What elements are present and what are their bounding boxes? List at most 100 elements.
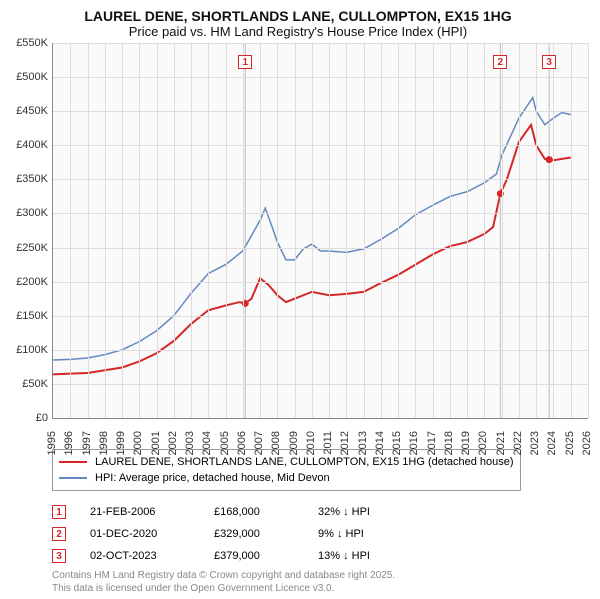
gridline-v — [191, 43, 192, 418]
transactions-table: 121-FEB-2006£168,00032% ↓ HPI201-DEC-202… — [52, 501, 588, 567]
legend-row-price-paid: LAUREL DENE, SHORTLANDS LANE, CULLOMPTON… — [59, 454, 514, 470]
gridline-v — [588, 43, 589, 418]
gridline-v — [571, 43, 572, 418]
gridline-v — [346, 43, 347, 418]
transaction-date: 02-OCT-2023 — [90, 545, 190, 567]
gridline-h — [53, 77, 588, 78]
gridline-v — [226, 43, 227, 418]
x-tick-label: 2013 — [357, 431, 369, 455]
x-tick-label: 2004 — [201, 431, 213, 455]
footnote-line-2: This data is licensed under the Open Gov… — [52, 582, 588, 595]
x-tick-label: 2008 — [270, 431, 282, 455]
gridline-v — [381, 43, 382, 418]
gridline-v — [139, 43, 140, 418]
gridline-h — [53, 213, 588, 214]
y-tick-label: £50K — [22, 378, 48, 390]
title-line-1: LAUREL DENE, SHORTLANDS LANE, CULLOMPTON… — [8, 8, 588, 24]
gridline-v — [329, 43, 330, 418]
x-tick-label: 2006 — [236, 431, 248, 455]
gridline-v — [88, 43, 89, 418]
transaction-dot — [546, 156, 553, 163]
footnote-line-1: Contains HM Land Registry data © Crown c… — [52, 569, 588, 582]
gridline-v — [70, 43, 71, 418]
x-tick-label: 2011 — [322, 431, 334, 455]
y-tick-label: £0 — [36, 412, 48, 424]
line-canvas — [53, 43, 588, 418]
plot-inner: 1 2 3 — [52, 43, 588, 419]
x-tick-label: 2000 — [132, 431, 144, 455]
legend-swatch-price-paid — [59, 461, 87, 463]
transaction-price: £168,000 — [214, 501, 294, 523]
x-tick-label: 2024 — [546, 431, 558, 455]
transaction-marker-box: 3 — [542, 55, 556, 69]
x-tick-label: 1996 — [63, 431, 75, 455]
gridline-v — [450, 43, 451, 418]
x-tick-label: 2015 — [391, 431, 403, 455]
y-tick-label: £150K — [16, 310, 48, 322]
x-tick-label: 2012 — [339, 431, 351, 455]
legend-label-price-paid: LAUREL DENE, SHORTLANDS LANE, CULLOMPTON… — [95, 454, 514, 470]
gridline-v — [277, 43, 278, 418]
transaction-price: £379,000 — [214, 545, 294, 567]
x-tick-label: 2010 — [305, 431, 317, 455]
gridline-v — [415, 43, 416, 418]
transaction-marker-box: 1 — [238, 55, 252, 69]
x-tick-label: 2014 — [374, 431, 386, 455]
x-tick-label: 2026 — [581, 431, 593, 455]
transaction-price: £329,000 — [214, 523, 294, 545]
gridline-h — [53, 111, 588, 112]
y-axis: £0£50K£100K£150K£200K£250K£300K£350K£400… — [8, 43, 52, 419]
y-tick-label: £450K — [16, 105, 48, 117]
legend-swatch-hpi — [59, 477, 87, 479]
transaction-marker-box: 2 — [493, 55, 507, 69]
x-tick-label: 2022 — [512, 431, 524, 455]
transaction-date: 21-FEB-2006 — [90, 501, 190, 523]
y-tick-label: £400K — [16, 139, 48, 151]
gridline-h — [53, 350, 588, 351]
transaction-dot — [497, 190, 504, 197]
gridline-v — [519, 43, 520, 418]
transaction-row-marker: 3 — [52, 549, 66, 563]
transaction-diff: 13% ↓ HPI — [318, 545, 408, 567]
transaction-diff: 9% ↓ HPI — [318, 523, 408, 545]
transaction-row: 201-DEC-2020£329,0009% ↓ HPI — [52, 523, 588, 545]
x-axis: 1995199619971998199920002001200220032004… — [52, 419, 588, 443]
gridline-h — [53, 43, 588, 44]
transaction-diff: 32% ↓ HPI — [318, 501, 408, 523]
x-tick-label: 2001 — [150, 431, 162, 455]
x-tick-label: 2018 — [443, 431, 455, 455]
gridline-v — [433, 43, 434, 418]
y-tick-label: £550K — [16, 37, 48, 49]
gridline-v — [174, 43, 175, 418]
x-tick-label: 2002 — [167, 431, 179, 455]
gridline-v — [157, 43, 158, 418]
gridline-h — [53, 282, 588, 283]
gridline-v — [502, 43, 503, 418]
gridline-v — [122, 43, 123, 418]
gridline-v — [208, 43, 209, 418]
transaction-row: 1 21-FEB-2006 £168,000 32% ↓ HPI — [52, 501, 588, 523]
y-tick-label: £300K — [16, 207, 48, 219]
gridline-h — [53, 179, 588, 180]
x-tick-label: 2019 — [460, 431, 472, 455]
y-tick-label: £100K — [16, 344, 48, 356]
gridline-v — [243, 43, 244, 418]
gridline-v — [105, 43, 106, 418]
gridline-v — [398, 43, 399, 418]
plot-area: £0£50K£100K£150K£200K£250K£300K£350K£400… — [8, 43, 588, 443]
transaction-row-marker: 2 — [52, 527, 66, 541]
x-tick-label: 2025 — [564, 431, 576, 455]
x-tick-label: 2021 — [495, 431, 507, 455]
title-block: LAUREL DENE, SHORTLANDS LANE, CULLOMPTON… — [8, 8, 588, 39]
gridline-h — [53, 145, 588, 146]
gridline-v — [295, 43, 296, 418]
x-tick-label: 2023 — [529, 431, 541, 455]
transaction-row: 3 02-OCT-2023 £379,000 13% ↓ HPI — [52, 545, 588, 567]
y-tick-label: £200K — [16, 276, 48, 288]
transaction-row-marker: 1 — [52, 505, 66, 519]
x-tick-label: 2003 — [184, 431, 196, 455]
gridline-v — [484, 43, 485, 418]
gridline-h — [53, 316, 588, 317]
y-tick-label: £500K — [16, 71, 48, 83]
gridline-v — [536, 43, 537, 418]
